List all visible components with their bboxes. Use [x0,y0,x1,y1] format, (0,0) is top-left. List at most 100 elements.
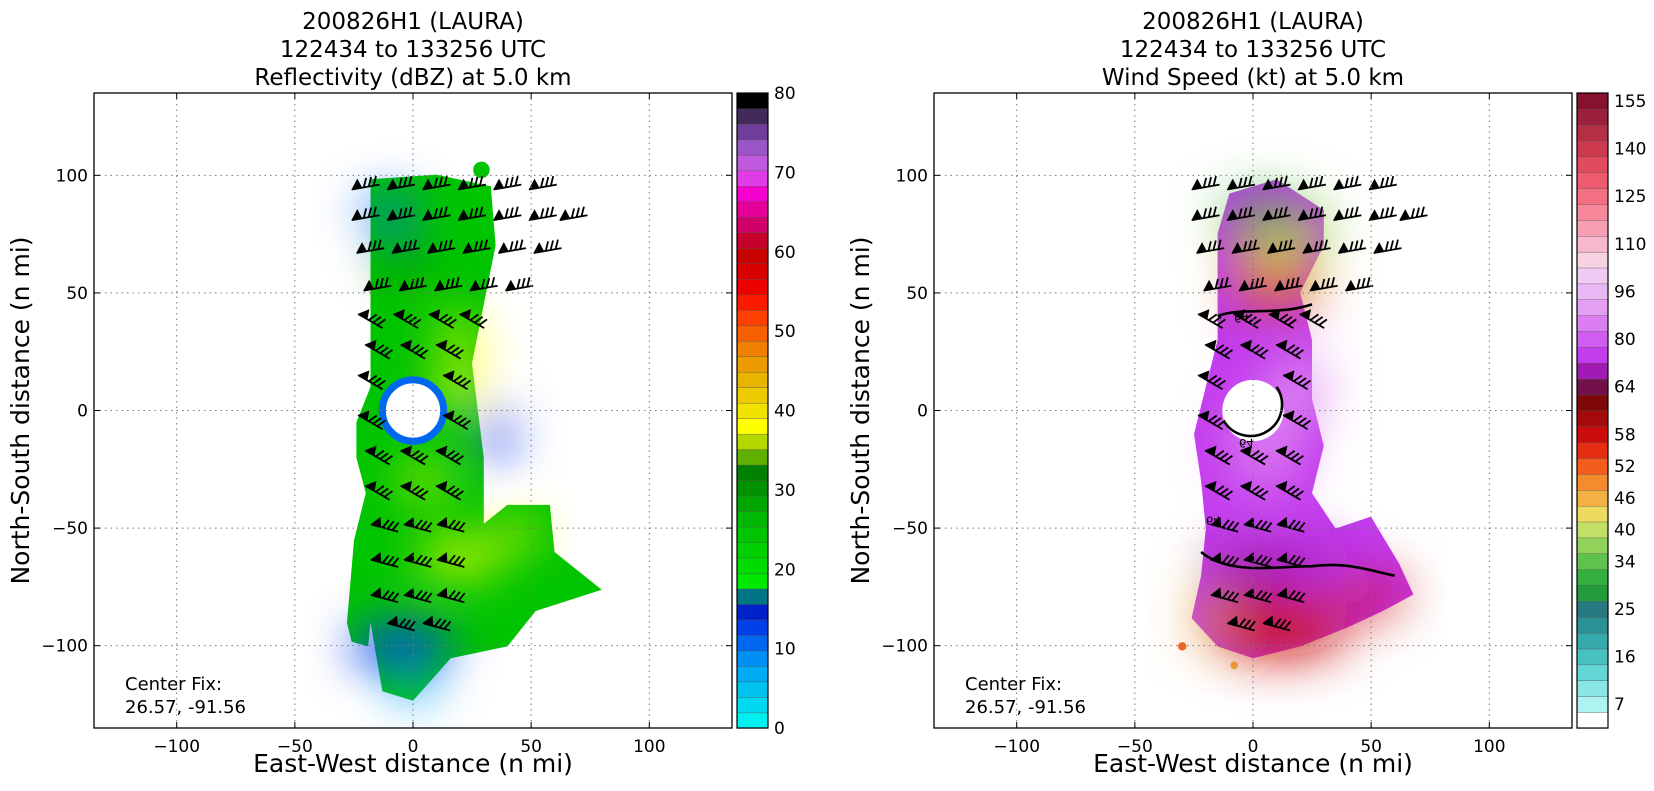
wind-small-echo-2 [1230,661,1238,670]
wind-colorbar-segment [1576,473,1609,491]
reflectivity-colorbar-segment [736,572,769,590]
wind-colorbar-segment [1576,330,1609,348]
wind-wind-barb [1368,175,1397,191]
wind-wind-barb [1195,239,1225,254]
reflectivity-x-tick-label: 50 [520,737,542,757]
wind-colorbar-label: 96 [1614,282,1636,302]
wind-wind-barb [1262,615,1292,632]
wind-wind-barb [1226,615,1256,632]
reflectivity-wind-barb [351,206,380,221]
reflectivity-wind-barb [457,175,487,191]
reflectivity-wind-barb [436,587,466,604]
wind-colorbar-segment [1576,664,1609,681]
wind-colorbar-label: 80 [1614,330,1636,350]
reflectivity-x-tick-label: −50 [277,737,313,757]
wind-contour-label-2: 64 [1239,436,1254,450]
reflectivity-colorbar-segment [736,712,769,729]
reflectivity-title-line-1: 200826H1 (LAURA) [302,9,524,35]
reflectivity-coverage [346,174,602,701]
reflectivity-wind-barb [364,339,393,360]
reflectivity-ticks: −100 −50 0 50 100 −100 −50 0 50 100 [41,93,732,757]
wind-x-axis-label: East-West distance (n mi) [1093,749,1413,778]
wind-wind-barb [1297,175,1327,191]
reflectivity-wind-barb [435,445,464,466]
wind-wind-barb [1273,277,1303,292]
wind-colorbar-segment [1576,219,1609,237]
reflectivity-colorbar-segment [736,495,769,512]
wind-wind-barb [1210,587,1240,604]
reflectivity-colorbar-label: 60 [774,243,796,263]
reflectivity-colorbar-segment [736,247,769,264]
wind-x-tick-label: −100 [993,737,1040,757]
reflectivity-colorbar-label: 20 [774,560,796,580]
wind-plot-area: 64 64 64 [1177,175,1428,670]
wind-y-tick-label: 50 [906,284,928,304]
reflectivity-colorbar: 0 10 20 30 40 50 60 70 80 [736,84,796,739]
wind-colorbar-label: 140 [1614,140,1646,160]
wind-colorbar-label: 155 [1614,92,1646,112]
reflectivity-colorbar-label: 30 [774,481,796,501]
wind-wind-barb [1332,175,1362,191]
reflectivity-y-tick-label: −50 [52,519,88,539]
wind-center-fix-coords: 26.57, -91.56 [965,697,1086,718]
reflectivity-wind-barb [355,239,385,254]
reflectivity-colorbar-segment [736,619,769,636]
wind-x-tick-label: 100 [1473,737,1505,757]
reflectivity-wind-barb [433,277,463,292]
reflectivity-colorbar-segment [736,387,769,404]
reflectivity-colorbar-label: 80 [774,84,796,104]
reflectivity-wind-barb [428,309,457,329]
reflectivity-colorbar-label: 10 [774,640,796,660]
wind-gridlines [934,93,1572,728]
wind-colorbar-segment [1576,696,1609,713]
wind-wind-barb [1276,552,1306,568]
wind-speed-panel: 200826H1 (LAURA) 122434 to 133256 UTC Wi… [846,9,1646,778]
wind-small-echo [1177,642,1187,651]
reflectivity-wind-barb [386,206,416,221]
wind-colorbar-segment [1576,267,1609,285]
reflectivity-colorbar-segment [736,402,769,419]
reflectivity-y-axis-label: North-South distance (n mi) [6,236,35,584]
reflectivity-wind-barb [528,206,557,221]
reflectivity-x-tick-label: −100 [153,737,200,757]
reflectivity-wind-barb [399,480,429,501]
reflectivity-wind-barb [370,516,400,533]
reflectivity-wind-barb [398,277,427,292]
wind-wind-barb [1302,239,1331,254]
reflectivity-wind-barb [403,552,433,568]
reflectivity-colorbar-label: 70 [774,163,796,183]
reflectivity-colorbar-segment [736,464,769,481]
reflectivity-wind-barb [357,370,386,391]
reflectivity-wind-barb [357,309,386,329]
reflectivity-wind-barb [391,239,420,254]
reflectivity-wind-barb [370,587,400,604]
wind-colorbar-segment [1576,378,1609,396]
wind-colorbar-segment [1576,521,1609,539]
wind-colorbar-segment [1576,553,1609,570]
reflectivity-x-tick-label: 0 [408,737,419,757]
wind-x-tick-label: 0 [1248,737,1259,757]
reflectivity-wind-barb [442,410,471,431]
wind-colorbar-segment [1576,140,1609,158]
wind-wind-barb [1243,516,1273,533]
wind-wind-barb [1210,516,1240,533]
reflectivity-colorbar-segment [736,479,769,497]
wind-colorbar-segment [1576,505,1609,523]
reflectivity-colorbar-segment [736,418,769,435]
wind-colorbar-segment [1576,457,1609,475]
wind-colorbar-segment [1576,172,1609,189]
wind-wind-barb [1373,239,1402,254]
reflectivity-y-tick-label: 0 [77,402,88,422]
wind-wind-barb [1262,206,1291,221]
wind-colorbar-segment [1576,569,1609,586]
reflectivity-colorbar-segment [736,681,769,698]
wind-colorbar-frame [1576,92,1609,729]
reflectivity-colorbar-segment [736,588,769,605]
wind-colorbar-segment [1576,124,1609,142]
reflectivity-wind-barb [442,370,471,391]
reflectivity-field [346,161,602,701]
reflectivity-colorbar-segment [736,650,769,667]
wind-wind-barb [1232,309,1262,329]
wind-colorbar-segment [1576,711,1609,729]
